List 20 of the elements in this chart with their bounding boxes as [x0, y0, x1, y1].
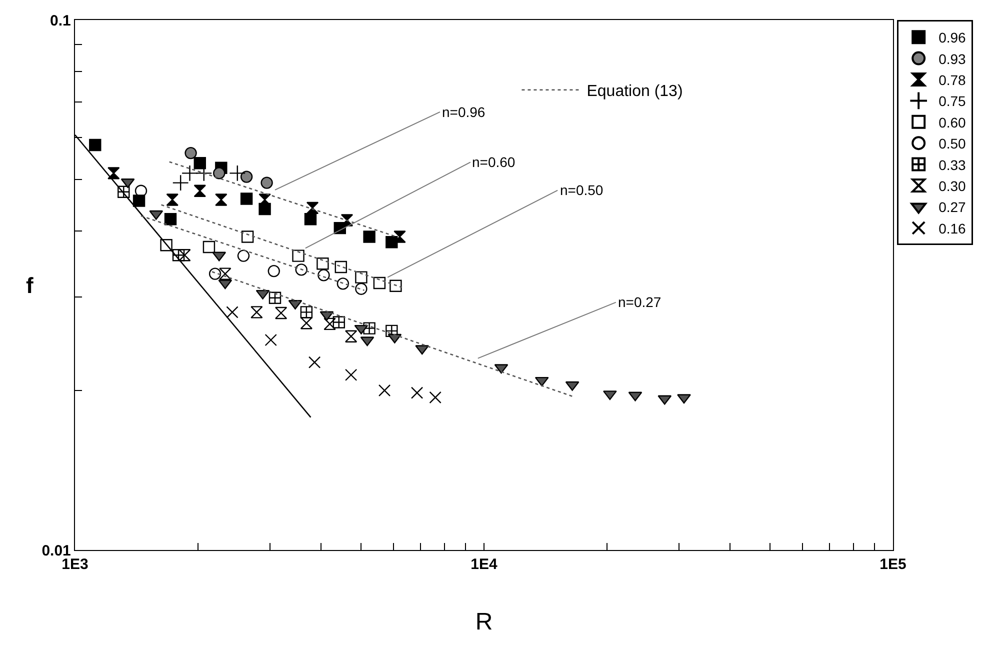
legend-label: 0.93 — [938, 50, 966, 67]
legend-label: 0.16 — [938, 220, 966, 236]
legend-label: 0.78 — [938, 72, 966, 88]
x-axis-title: R — [475, 608, 493, 636]
x-tick-label: 1E5 — [880, 556, 906, 574]
annotation: n=0.96 — [442, 104, 486, 120]
y-axis-title: f — [26, 273, 34, 298]
legend-label: 0.50 — [938, 136, 966, 152]
legend-label: 0.30 — [938, 178, 966, 194]
legend-label: 0.33 — [938, 156, 966, 173]
legend-label: 0.27 — [938, 199, 966, 216]
legend-label: 0.96 — [938, 30, 966, 46]
annotation: n=0.27 — [618, 294, 662, 310]
x-tick-label: 1E4 — [470, 556, 498, 574]
annotation: n=0.60 — [472, 154, 516, 170]
legend-label: 0.75 — [938, 93, 966, 110]
legend-label: 0.60 — [938, 114, 966, 130]
annotation: n=0.50 — [560, 182, 604, 198]
y-tick-label: 0.1 — [50, 12, 71, 30]
legend-label: Equation (13) — [586, 83, 683, 100]
